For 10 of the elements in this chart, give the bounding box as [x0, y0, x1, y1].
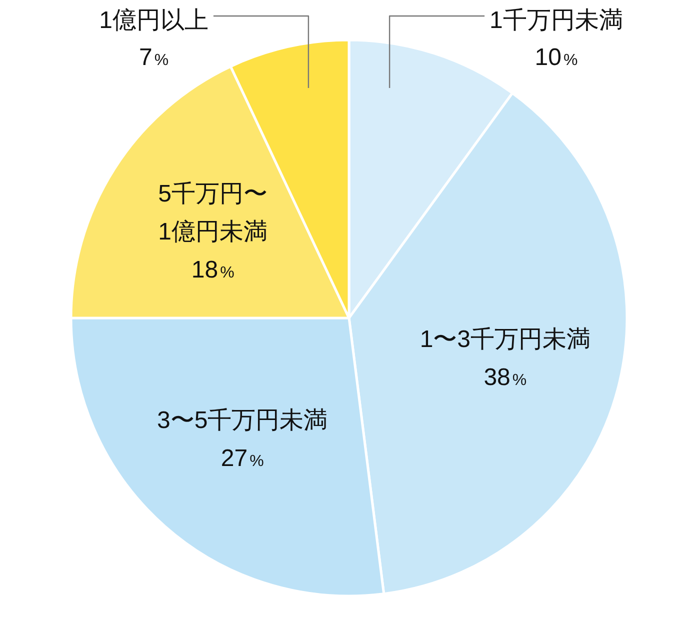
slice-label: 1〜3千万円未満 [420, 326, 591, 354]
data-label: 18% [191, 256, 234, 284]
slice-label: 5千万円〜1億円未満 [158, 180, 268, 246]
data-label: 10% [534, 44, 578, 71]
slice-label: 1億円以上 [99, 7, 208, 34]
data-label: 7% [138, 44, 169, 71]
slice-label: 1千万円未満 [490, 7, 623, 34]
slice-label: 3〜5千万円未満 [157, 406, 328, 434]
data-label: 38% [484, 364, 527, 392]
data-label: 27% [220, 444, 264, 472]
